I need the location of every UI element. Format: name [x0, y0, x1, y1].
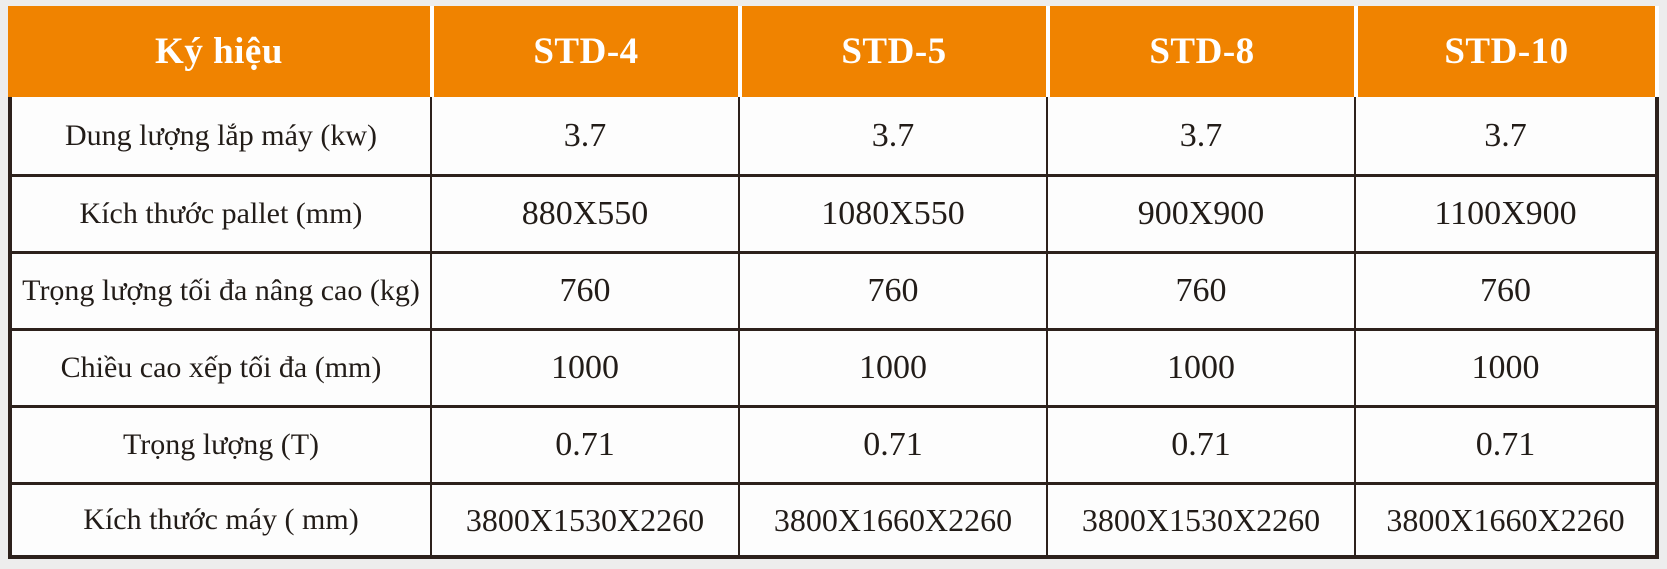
header-cell-std-5: STD-5	[738, 6, 1046, 97]
header-cell-std-8: STD-8	[1046, 6, 1354, 97]
row-label: Trọng lượng tối đa nâng cao (kg)	[8, 251, 430, 328]
value-cell: 1000	[1046, 328, 1354, 405]
value-cell: 1100X900	[1354, 174, 1659, 251]
value-cell: 0.71	[430, 405, 738, 482]
value-cell: 3800X1530X2260	[430, 482, 738, 559]
value-cell: 0.71	[1354, 405, 1659, 482]
row-label: Chiều cao xếp tối đa (mm)	[8, 328, 430, 405]
header-cell-std-4: STD-4	[430, 6, 738, 97]
value-cell: 760	[738, 251, 1046, 328]
value-cell: 0.71	[1046, 405, 1354, 482]
specification-table: Ký hiệu STD-4 STD-5 STD-8 STD-10 Dung lư…	[8, 6, 1659, 559]
value-cell: 1080X550	[738, 174, 1046, 251]
value-cell: 760	[1046, 251, 1354, 328]
value-cell: 1000	[738, 328, 1046, 405]
row-label: Dung lượng lắp máy (kw)	[8, 97, 430, 174]
row-label: Kích thước máy ( mm)	[8, 482, 430, 559]
value-cell: 3.7	[1046, 97, 1354, 174]
value-cell: 3.7	[430, 97, 738, 174]
header-cell-std-10: STD-10	[1354, 6, 1659, 97]
value-cell: 760	[430, 251, 738, 328]
value-cell: 1000	[430, 328, 738, 405]
row-label: Trọng lượng (T)	[8, 405, 430, 482]
value-cell: 900X900	[1046, 174, 1354, 251]
value-cell: 1000	[1354, 328, 1659, 405]
value-cell: 3800X1660X2260	[738, 482, 1046, 559]
value-cell: 3800X1660X2260	[1354, 482, 1659, 559]
value-cell: 3.7	[1354, 97, 1659, 174]
value-cell: 3800X1530X2260	[1046, 482, 1354, 559]
value-cell: 880X550	[430, 174, 738, 251]
value-cell: 760	[1354, 251, 1659, 328]
value-cell: 0.71	[738, 405, 1046, 482]
value-cell: 3.7	[738, 97, 1046, 174]
row-label: Kích thước pallet (mm)	[8, 174, 430, 251]
header-cell-ky-hieu: Ký hiệu	[8, 6, 430, 97]
